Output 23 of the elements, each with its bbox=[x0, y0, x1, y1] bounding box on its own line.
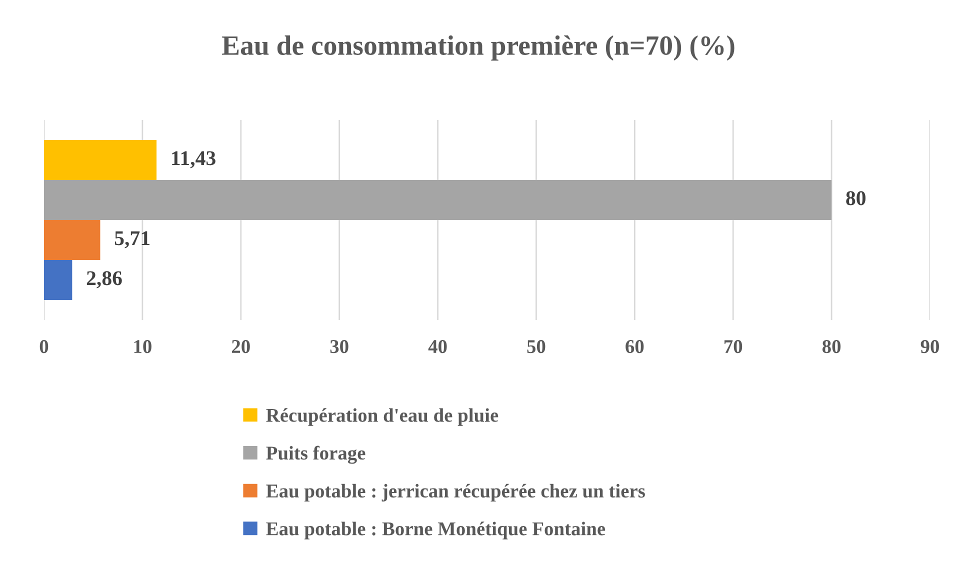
data-label: 2,86 bbox=[86, 271, 122, 288]
x-tick-label: 40 bbox=[428, 340, 447, 354]
x-tick-label: 50 bbox=[527, 340, 546, 354]
x-tick-label: 60 bbox=[626, 340, 644, 354]
bar bbox=[44, 140, 157, 180]
data-label: 5,71 bbox=[114, 231, 150, 248]
data-label: 80 bbox=[846, 191, 866, 206]
bar bbox=[44, 220, 100, 260]
x-tick-label: 90 bbox=[920, 340, 939, 354]
legend-label: Eau potable : Borne Monétique Fontaine bbox=[266, 522, 606, 540]
x-tick-label: 30 bbox=[330, 340, 348, 354]
data-label: 11,43 bbox=[172, 151, 216, 168]
x-tick-label: 20 bbox=[232, 340, 250, 354]
legend-label: Eau potable : jerrican récupérée chez un tiers bbox=[266, 484, 645, 502]
x-tick-label: 80 bbox=[822, 340, 841, 354]
legend-label: Puits forage bbox=[266, 446, 366, 464]
legend-label: Récupération d'eau de pluie bbox=[266, 408, 498, 426]
bar bbox=[44, 180, 832, 220]
chart-title: Eau de consommation première (n=70) (%) bbox=[222, 35, 734, 61]
x-tick-label: 10 bbox=[134, 340, 152, 354]
x-tick-label: 0 bbox=[40, 340, 48, 354]
x-tick-label: 70 bbox=[724, 340, 742, 354]
bar bbox=[44, 260, 72, 300]
